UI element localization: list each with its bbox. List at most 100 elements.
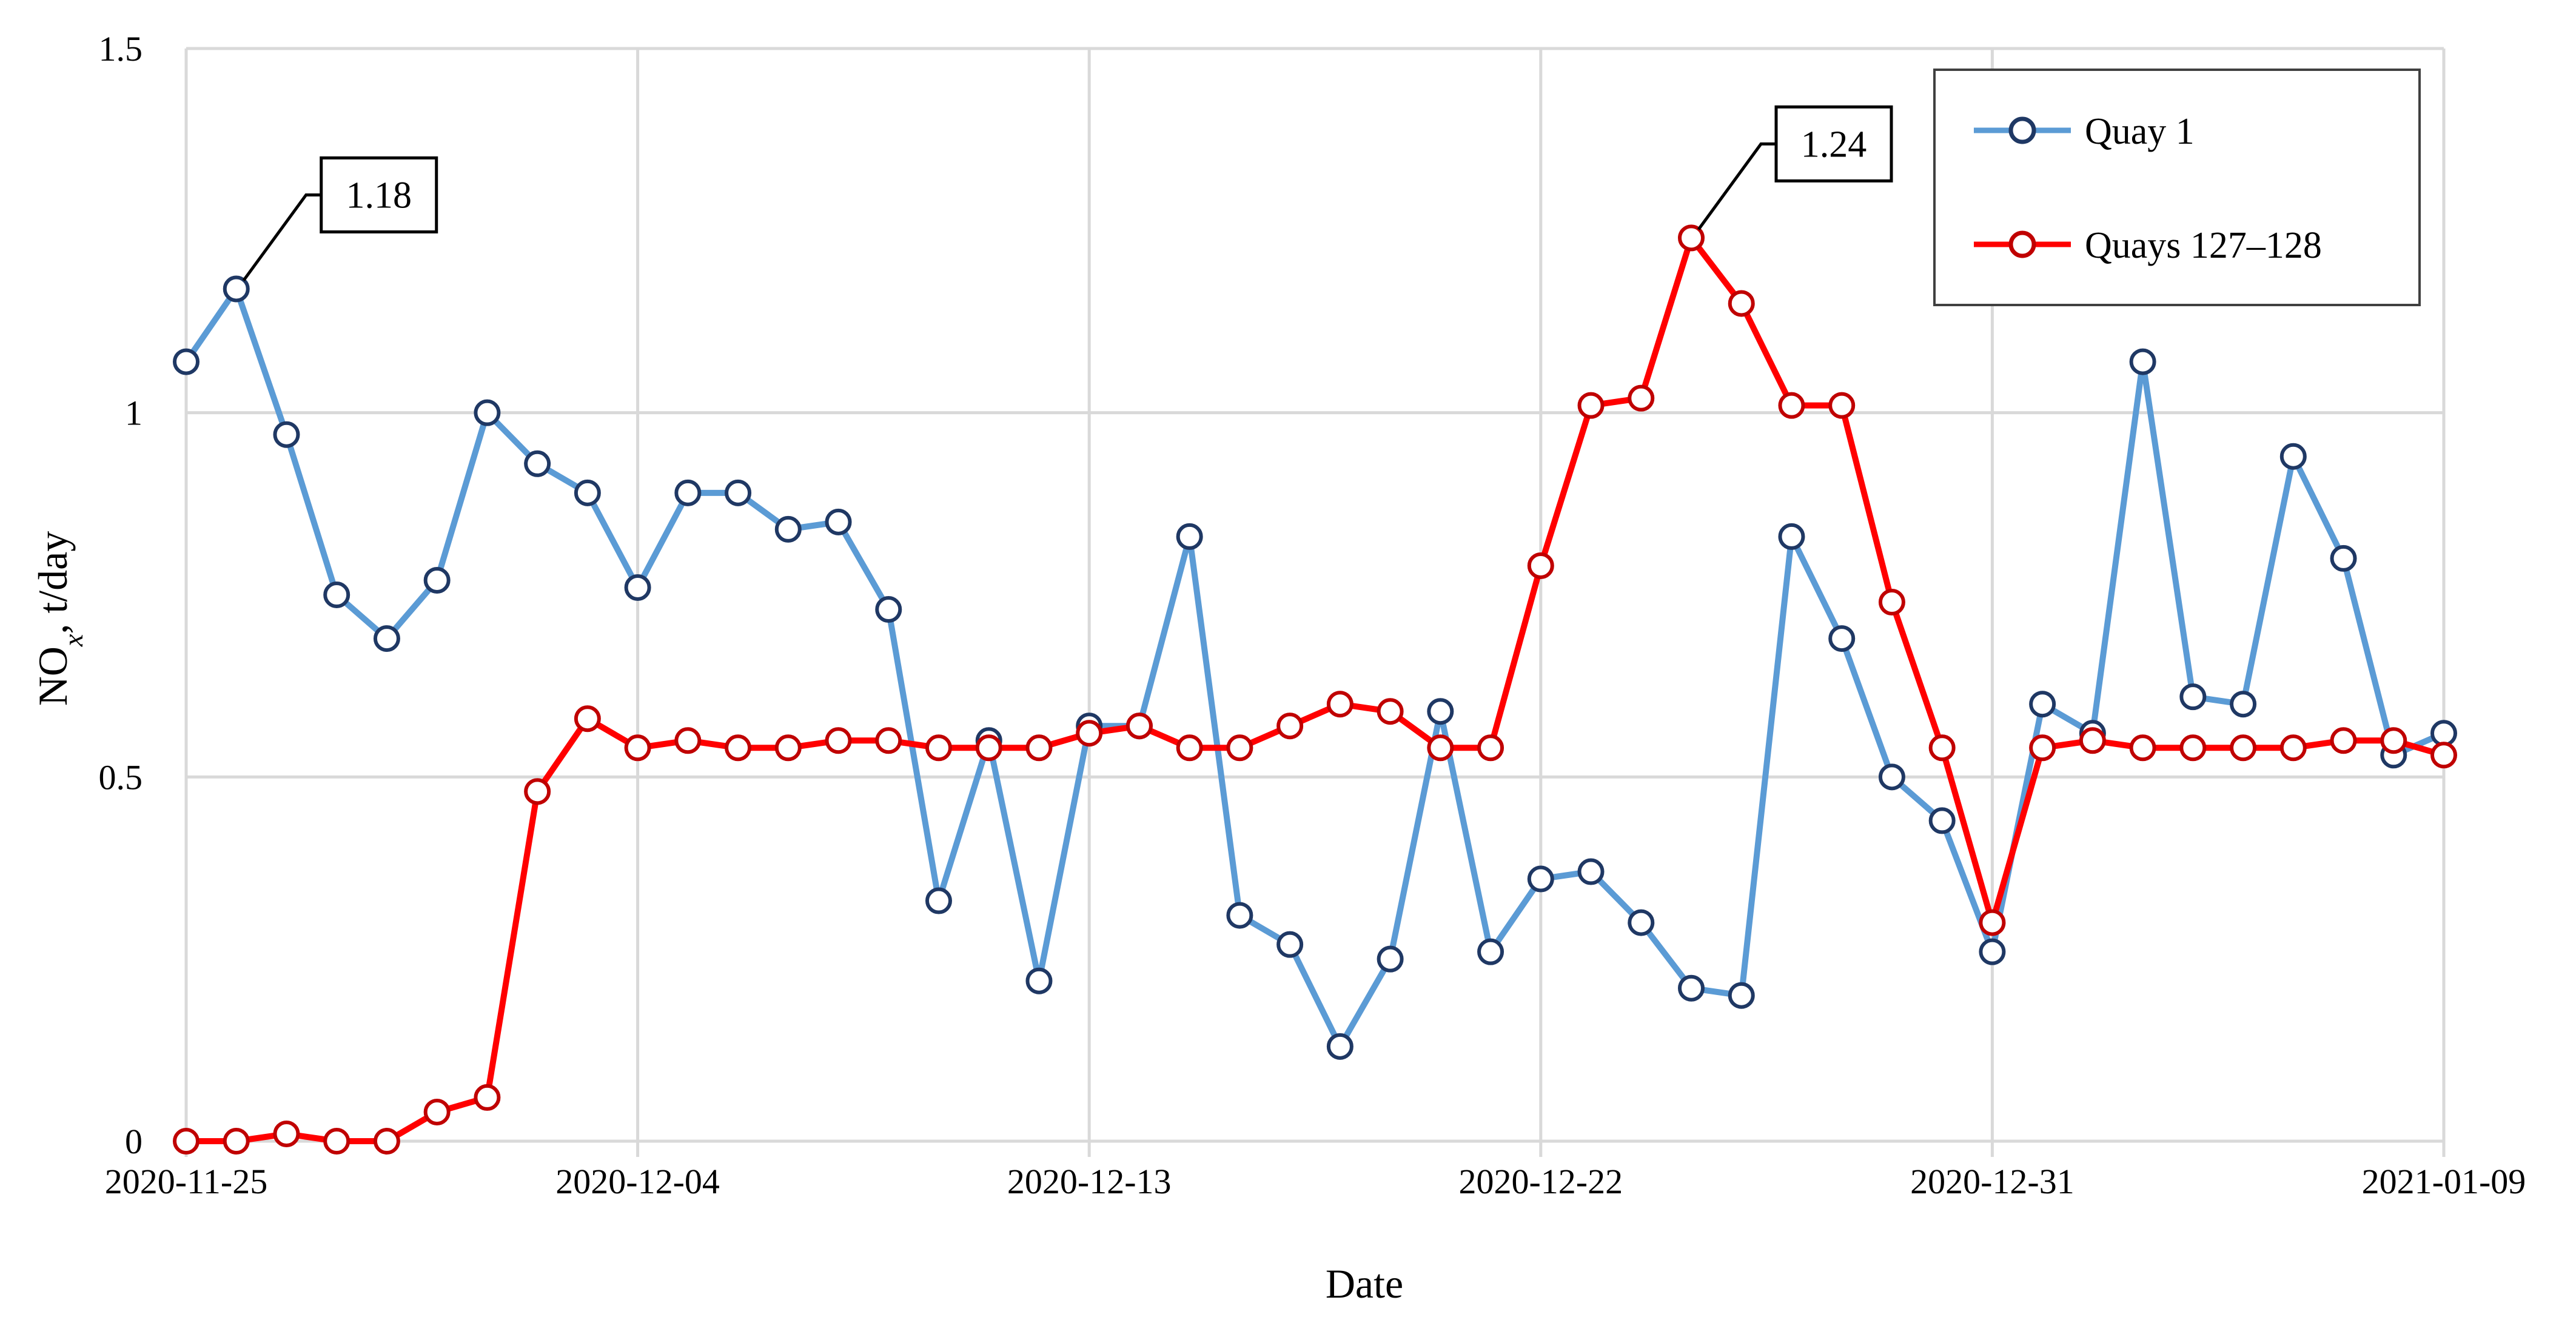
data-point <box>273 421 300 448</box>
data-point <box>1928 734 1956 762</box>
gridlines <box>184 47 2446 1157</box>
x-tick-label: 2021-01-09 <box>2362 1162 2526 1201</box>
y-axis-title-subscript: x <box>58 634 89 647</box>
data-point <box>1276 931 1304 958</box>
x-tick-label: 2020-12-13 <box>1007 1162 1172 1201</box>
data-point <box>1628 384 1655 412</box>
data-point <box>1477 734 1504 762</box>
data-point <box>423 566 451 594</box>
data-point <box>2279 734 2307 762</box>
data-point <box>2279 443 2307 470</box>
callout-label: 1.18 <box>346 175 412 216</box>
data-point <box>574 705 601 732</box>
series-1 <box>173 224 2457 1155</box>
data-point <box>674 479 702 506</box>
data-point <box>925 887 952 914</box>
data-point <box>323 1128 351 1155</box>
annotations: 1.18 1.24 <box>242 105 1893 281</box>
data-point <box>1828 392 1856 419</box>
y-tick-label: 0.5 <box>99 757 143 797</box>
data-point <box>2230 691 2257 718</box>
data-point <box>725 479 752 506</box>
x-tick-label: 2020-12-04 <box>555 1162 720 1201</box>
y-axis-ticks: 0 0.5 1 1.5 <box>99 29 143 1161</box>
data-point <box>2230 734 2257 762</box>
data-point <box>173 1128 200 1155</box>
data-point <box>173 348 200 375</box>
data-point <box>1678 974 1705 1002</box>
data-point <box>674 727 702 754</box>
data-point <box>1377 945 1404 973</box>
callout: 1.24 <box>1697 105 1893 230</box>
data-point <box>2079 727 2106 754</box>
data-point <box>1326 691 1353 718</box>
data-point <box>474 1084 501 1111</box>
legend-label-quays-127-128: Quays 127–128 <box>2085 225 2322 266</box>
legend-marker-quays-127-128 <box>2008 230 2036 258</box>
x-axis-ticks: 2020-11-25 2020-12-04 2020-12-13 2020-12-22… <box>105 1162 2526 1201</box>
data-point <box>1878 763 1905 791</box>
data-point <box>875 596 902 623</box>
data-point <box>373 625 400 652</box>
data-point <box>2380 727 2407 754</box>
data-point <box>624 734 651 762</box>
callout-leader <box>242 193 321 281</box>
data-point <box>1226 902 1253 929</box>
data-point <box>423 1098 451 1125</box>
data-point <box>1577 858 1605 885</box>
legend-box <box>1933 69 2421 306</box>
data-point <box>1778 392 1805 419</box>
y-tick-label: 1.5 <box>99 29 143 69</box>
data-point <box>1728 982 1755 1009</box>
data-point <box>1778 523 1805 550</box>
data-point <box>1025 734 1053 762</box>
data-point <box>1979 938 2006 965</box>
data-point <box>1226 734 1253 762</box>
data-point <box>1276 712 1304 740</box>
y-axis-title-rest: , t/day <box>30 531 76 634</box>
data-point <box>1828 625 1856 652</box>
series-0 <box>173 275 2457 1060</box>
data-point <box>1728 290 1755 317</box>
data-point <box>323 582 351 608</box>
series-line <box>183 286 2445 1050</box>
data-point <box>1979 909 2006 936</box>
data-point <box>2430 742 2457 769</box>
data-point <box>1326 1033 1353 1060</box>
y-axis-title: NOx, t/day <box>30 531 89 706</box>
legend-marker-quay-1 <box>2008 116 2036 144</box>
data-point <box>1577 392 1605 419</box>
series-layer <box>173 224 2457 1155</box>
data-point <box>1125 712 1153 740</box>
data-point <box>2129 348 2156 375</box>
data-point <box>1678 224 1705 252</box>
data-point <box>825 508 852 535</box>
data-point <box>574 479 601 506</box>
data-point <box>524 450 551 477</box>
data-point <box>273 1120 300 1147</box>
y-axis-title-main: NO <box>30 646 76 706</box>
data-point <box>875 727 902 754</box>
data-point <box>925 734 952 762</box>
data-point <box>1427 698 1454 725</box>
data-point <box>223 1128 250 1155</box>
series-line <box>186 235 2445 1144</box>
data-point <box>1025 967 1053 994</box>
data-point <box>2179 683 2207 711</box>
data-point <box>2330 545 2357 572</box>
data-point <box>373 1128 400 1155</box>
callout-box <box>320 156 438 233</box>
callout-leader <box>1697 142 1776 230</box>
data-point <box>1527 865 1554 893</box>
data-point <box>774 515 802 543</box>
data-point <box>1928 807 1956 834</box>
data-point <box>1176 523 1203 550</box>
data-point <box>223 275 250 303</box>
data-point <box>2029 734 2056 762</box>
data-point <box>1477 938 1504 965</box>
data-point <box>2029 691 2056 718</box>
data-point <box>975 734 1002 762</box>
legend-label-quay-1: Quay 1 <box>2085 111 2195 152</box>
data-point <box>2129 734 2156 762</box>
